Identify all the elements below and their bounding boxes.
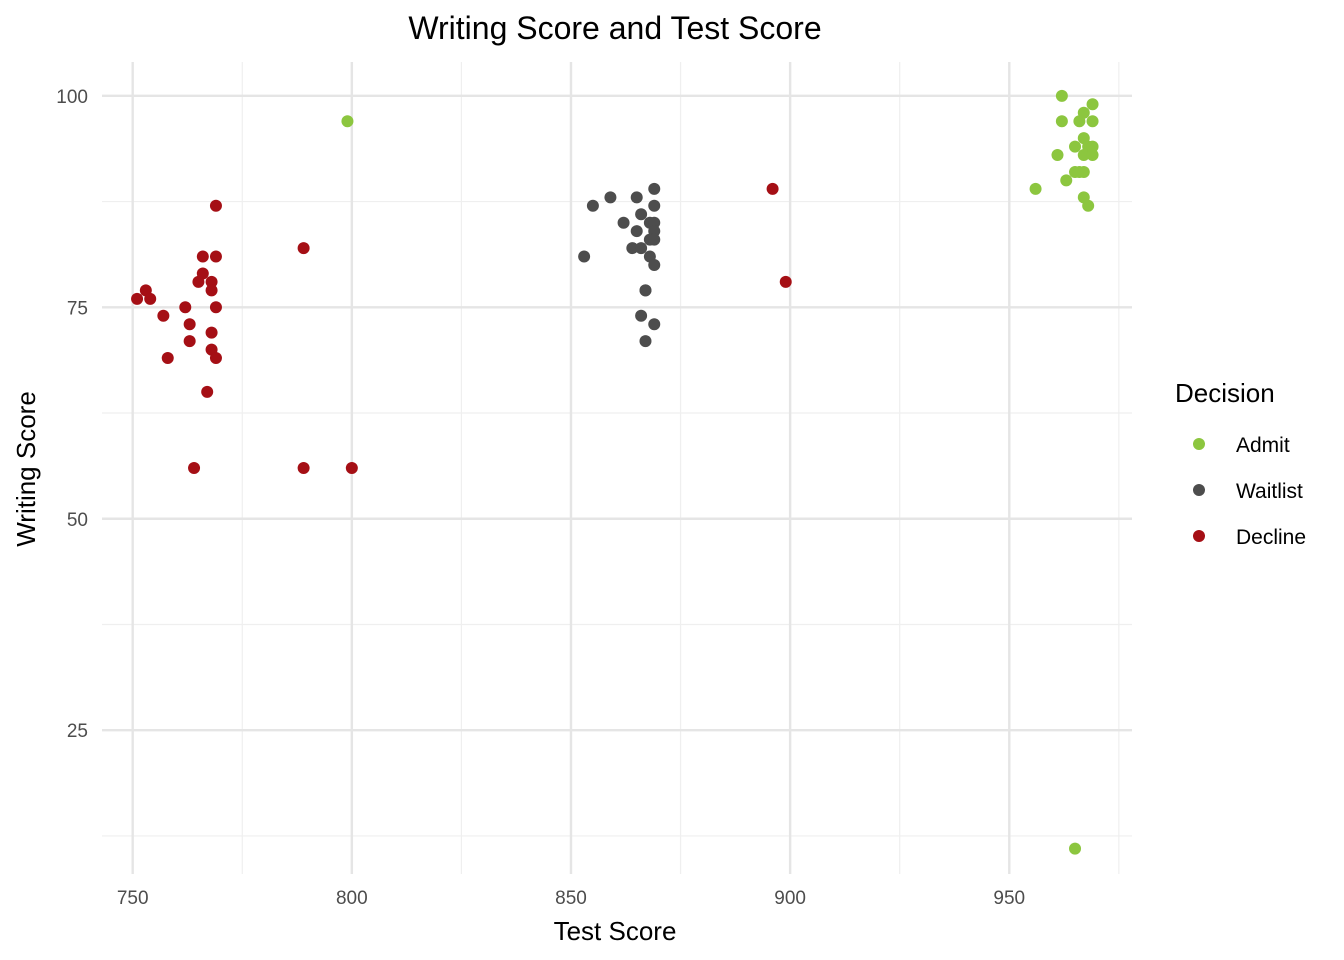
data-point: [635, 242, 648, 255]
data-point: [209, 352, 222, 365]
y-tick-label: 50: [67, 510, 88, 531]
data-point: [209, 301, 222, 314]
legend-marker: [1193, 530, 1205, 542]
data-point: [161, 352, 174, 365]
data-point: [766, 182, 779, 195]
data-point: [648, 318, 661, 331]
data-point: [205, 284, 218, 297]
x-tick-label: 950: [993, 888, 1025, 909]
legend-label: Admit: [1236, 434, 1290, 457]
y-axis-ticks: 25 50 75 100: [56, 87, 88, 742]
data-point: [630, 191, 643, 204]
data-point: [648, 182, 661, 195]
data-point: [648, 259, 661, 271]
legend-marker: [1193, 484, 1205, 496]
data-point: [586, 199, 599, 212]
series-decline: [131, 182, 792, 474]
data-point: [648, 199, 661, 212]
data-point: [1086, 140, 1099, 153]
data-point: [1082, 199, 1095, 212]
data-point: [1051, 149, 1064, 162]
data-point: [1086, 149, 1099, 162]
data-point: [297, 242, 310, 255]
legend-label: Decline: [1236, 526, 1306, 549]
data-points: [131, 89, 1099, 855]
data-point: [144, 292, 157, 305]
data-point: [648, 233, 661, 246]
legend-item-admit: Admit: [1193, 434, 1290, 457]
data-point: [205, 275, 218, 288]
data-point: [1077, 149, 1090, 162]
data-point: [639, 335, 652, 348]
data-point: [648, 216, 661, 229]
x-tick-label: 750: [117, 888, 149, 909]
data-point: [192, 275, 205, 288]
data-point: [209, 199, 222, 212]
data-point: [639, 284, 652, 297]
data-point: [297, 462, 310, 474]
x-tick-label: 900: [774, 888, 806, 909]
data-point: [179, 301, 192, 314]
series-admit: [341, 89, 1099, 855]
data-point: [1086, 115, 1099, 128]
x-tick-label: 800: [336, 888, 368, 909]
data-point: [196, 250, 209, 263]
data-point: [617, 216, 630, 229]
data-point: [201, 385, 214, 398]
data-point: [188, 462, 201, 474]
data-point: [1069, 842, 1082, 855]
x-axis-ticks: 750 800 850 900 950: [117, 888, 1025, 909]
x-tick-label: 850: [555, 888, 587, 909]
data-point: [205, 326, 218, 339]
data-point: [131, 292, 144, 305]
data-point: [209, 250, 222, 263]
data-point: [630, 225, 643, 238]
legend-item-decline: Decline: [1193, 526, 1306, 549]
legend-items: Admit Waitlist Decline: [1193, 434, 1306, 549]
legend-item-waitlist: Waitlist: [1193, 480, 1303, 503]
x-axis-title: Test Score: [554, 916, 677, 946]
data-point: [626, 242, 639, 255]
data-point: [1086, 98, 1099, 111]
legend-title: Decision: [1175, 378, 1275, 408]
data-point: [341, 115, 354, 128]
data-point: [183, 335, 196, 348]
data-point: [1055, 115, 1068, 128]
data-point: [183, 318, 196, 331]
data-point: [1055, 89, 1068, 102]
data-point: [1073, 115, 1086, 128]
data-point: [635, 208, 648, 221]
data-point: [345, 462, 358, 474]
legend-marker: [1193, 438, 1205, 450]
data-point: [779, 275, 792, 288]
series-waitlist: [578, 182, 661, 348]
data-point: [1029, 182, 1042, 195]
data-point: [1060, 174, 1073, 187]
data-point: [1069, 140, 1082, 153]
data-point: [1077, 165, 1090, 178]
y-tick-label: 100: [56, 87, 88, 108]
data-point: [604, 191, 617, 204]
chart-title: Writing Score and Test Score: [408, 10, 821, 46]
data-point: [578, 250, 591, 263]
legend-label: Waitlist: [1236, 480, 1303, 503]
y-axis-title: Writing Score: [11, 391, 41, 547]
grid: [102, 62, 1132, 874]
plot-area: [102, 62, 1132, 874]
legend: Decision Admit Waitlist Decline: [1175, 378, 1306, 549]
data-point: [157, 309, 170, 322]
data-point: [635, 309, 648, 322]
y-tick-label: 25: [67, 721, 88, 742]
y-tick-label: 75: [67, 298, 88, 319]
